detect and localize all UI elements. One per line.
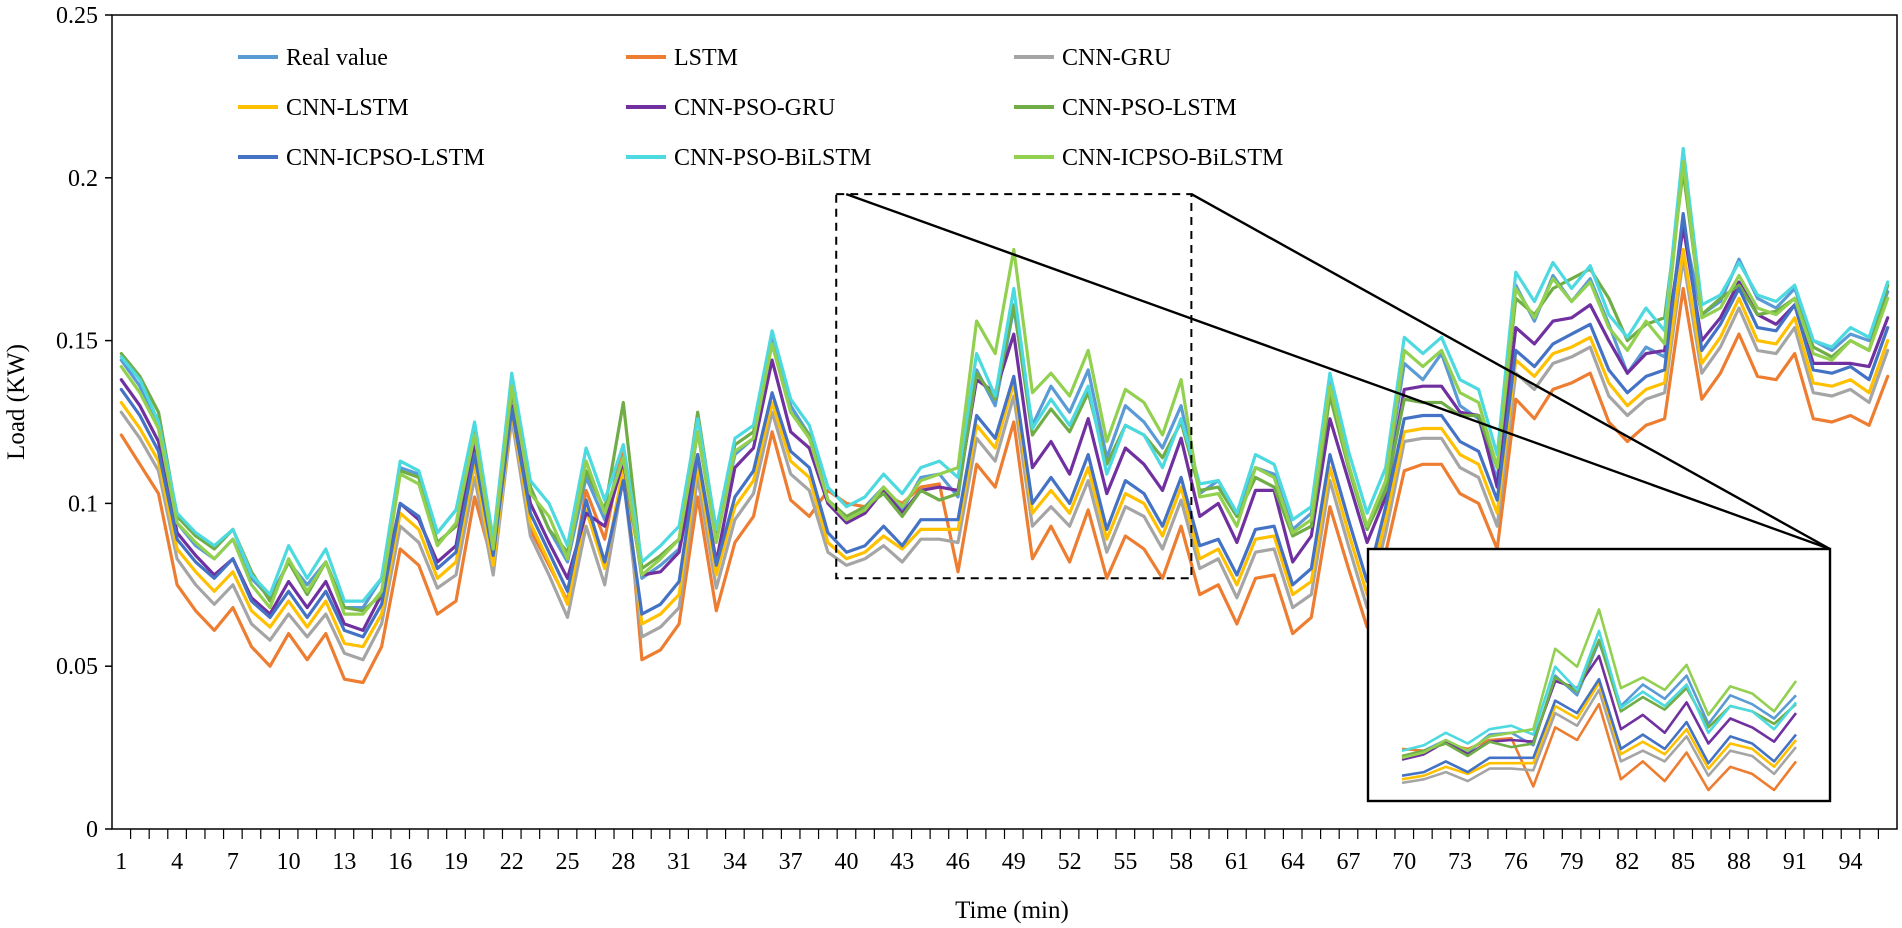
inset-series-line xyxy=(1401,654,1798,761)
legend-label: CNN-PSO-GRU xyxy=(674,95,835,121)
series-line xyxy=(119,257,1890,662)
x-tick-label: 70 xyxy=(1392,849,1416,875)
x-tick-label: 43 xyxy=(890,849,914,875)
inset-series-line xyxy=(1401,702,1798,792)
y-tick-label: 0.1 xyxy=(68,491,98,517)
legend-label: CNN-GRU xyxy=(1062,45,1171,71)
x-tick-label: 58 xyxy=(1169,849,1193,875)
axes: 0 0.05 0.1 0.15 0.2 0.25 1 4 7 10 13 16 19 22 25 28 31 34… xyxy=(56,3,1898,875)
x-tick-label: 61 xyxy=(1225,849,1249,875)
x-tick-label: 1 xyxy=(115,849,127,875)
inset-series-line xyxy=(1401,677,1798,777)
legend-label: Real value xyxy=(286,45,388,71)
legend-label: LSTM xyxy=(674,45,738,71)
legend-label: CNN-PSO-LSTM xyxy=(1062,95,1237,121)
x-tick-label: 19 xyxy=(444,849,468,875)
x-tick-label: 88 xyxy=(1727,849,1751,875)
x-axis-title: Time (min) xyxy=(955,897,1069,924)
x-tick-label: 49 xyxy=(1002,849,1026,875)
x-tick-label: 76 xyxy=(1504,849,1528,875)
zoom-inset xyxy=(1366,547,1832,803)
x-tick-label: 82 xyxy=(1615,849,1639,875)
plot-area xyxy=(119,146,1890,685)
series-line xyxy=(119,212,1890,639)
x-tick-label: 10 xyxy=(277,849,301,875)
inset-series-line xyxy=(1401,629,1798,752)
y-tick-label: 0.05 xyxy=(56,654,98,680)
x-tick-label: 64 xyxy=(1281,849,1305,875)
y-axis-title: Load (KW) xyxy=(3,344,30,460)
x-tick-label: 73 xyxy=(1448,849,1472,875)
zoom-connector xyxy=(845,192,1831,551)
y-tick-label: 0.25 xyxy=(56,3,98,29)
x-tick-label: 16 xyxy=(388,849,412,875)
x-tick-label: 25 xyxy=(556,849,580,875)
x-tick-label: 55 xyxy=(1113,849,1137,875)
zoom-window xyxy=(835,193,1193,580)
x-tick-label: 13 xyxy=(332,849,356,875)
legend-label: CNN-ICPSO-BiLSTM xyxy=(1062,145,1283,171)
legend: Real value LSTM CNN-GRU CNN-LSTM CNN-PSO-GRU… xyxy=(238,45,1283,171)
x-tick-label: 67 xyxy=(1336,849,1360,875)
y-tick-label: 0.2 xyxy=(68,166,98,192)
series-line xyxy=(119,225,1890,633)
x-tick-label: 94 xyxy=(1839,849,1863,875)
x-tick-label: 4 xyxy=(171,849,183,875)
x-tick-label: 31 xyxy=(667,849,691,875)
x-tick-label: 52 xyxy=(1058,849,1082,875)
y-tick-label: 0 xyxy=(86,817,98,843)
x-tick-label: 40 xyxy=(834,849,858,875)
x-tick-label: 46 xyxy=(946,849,970,875)
x-tick-label: 79 xyxy=(1560,849,1584,875)
zoom-overlay xyxy=(835,192,1832,803)
series-line xyxy=(119,146,1890,603)
x-tick-label: 91 xyxy=(1783,849,1807,875)
series-line xyxy=(119,247,1890,649)
x-tick-label: 28 xyxy=(611,849,635,875)
x-tick-label: 22 xyxy=(500,849,524,875)
x-tick-label: 85 xyxy=(1671,849,1695,875)
x-tick-label: 34 xyxy=(723,849,747,875)
legend-label: CNN-LSTM xyxy=(286,95,409,121)
series-line xyxy=(119,286,1890,685)
legend-label: CNN-ICPSO-LSTM xyxy=(286,145,485,171)
x-tick-label: 37 xyxy=(779,849,803,875)
legend-label: CNN-PSO-BiLSTM xyxy=(674,145,871,171)
series-line xyxy=(119,159,1890,616)
y-tick-label: 0.15 xyxy=(56,329,98,355)
x-tick-label: 7 xyxy=(227,849,239,875)
inset-series-line xyxy=(1401,608,1798,760)
zoom-connector xyxy=(1190,193,1831,551)
inset-series-line xyxy=(1401,688,1798,785)
